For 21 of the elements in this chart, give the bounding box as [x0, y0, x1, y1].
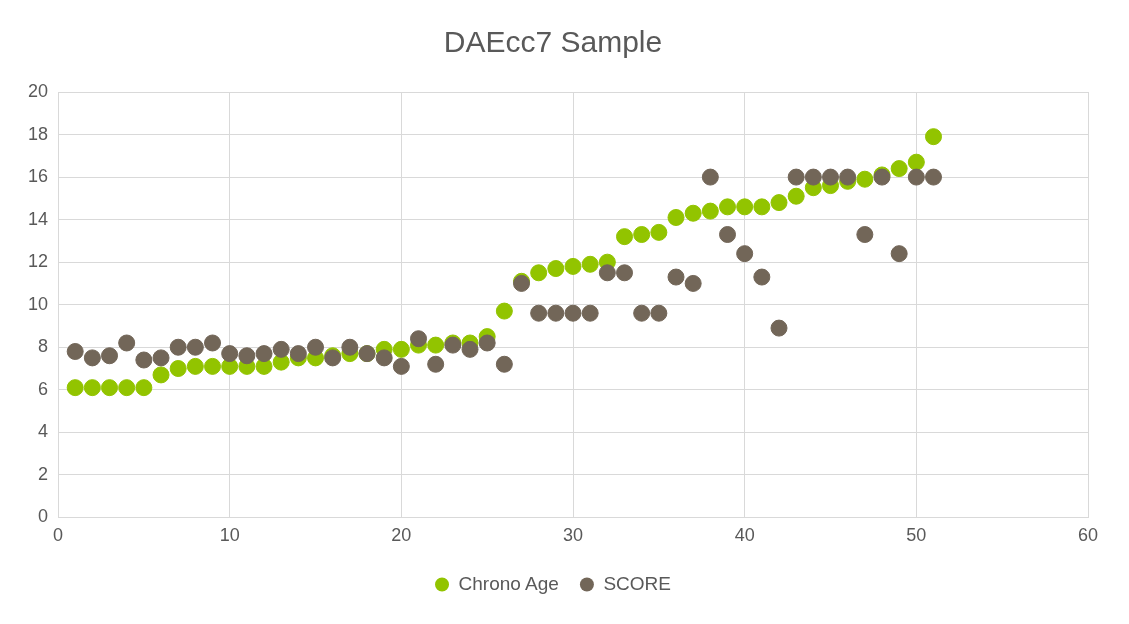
- y-tick-label: 2: [38, 463, 49, 484]
- chart-title: DAEcc7 Sample: [443, 25, 663, 59]
- y-tick-label: 14: [27, 208, 49, 229]
- y-tick-label: 16: [27, 166, 49, 187]
- x-tick-label: 60: [1077, 525, 1099, 546]
- y-tick-label: 12: [27, 251, 49, 272]
- x-tick-label: 20: [391, 525, 412, 546]
- y-tick-label: 6: [38, 378, 49, 399]
- y-tick-label: 10: [27, 293, 49, 314]
- x-tick-label: 0: [53, 525, 64, 546]
- x-tick-label: 40: [734, 525, 755, 546]
- y-tick-label: 20: [27, 80, 49, 101]
- x-tick-label: 10: [219, 525, 240, 546]
- y-tick-label: 8: [38, 336, 49, 357]
- y-tick-label: 18: [27, 123, 49, 144]
- legend-label: SCORE: [603, 572, 671, 594]
- y-tick-label: 0: [38, 506, 49, 527]
- y-tick-label: 4: [38, 421, 49, 442]
- legend-label: Chrono Age: [458, 572, 559, 594]
- x-tick-label: 30: [563, 525, 584, 546]
- x-tick-label: 50: [906, 525, 927, 546]
